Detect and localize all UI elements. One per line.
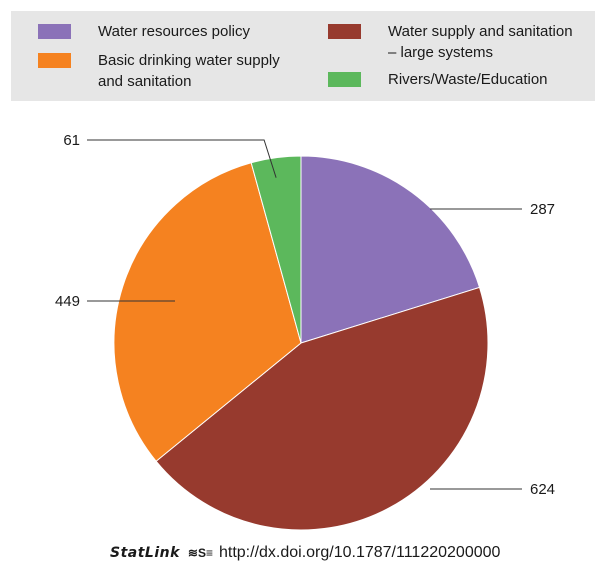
data-label-2: 624 <box>530 481 555 498</box>
legend-swatch <box>38 24 71 39</box>
data-label-3: 449 <box>55 293 80 310</box>
statlink-icon: ≋S≡ <box>187 546 213 560</box>
pie-slice-2 <box>155 286 489 531</box>
legend-label: Rivers/Waste/Education <box>388 71 548 88</box>
legend-swatch <box>328 72 361 87</box>
pie-slice-4 <box>250 155 302 344</box>
pie-slice-1 <box>300 155 481 344</box>
legend-label: Water supply and sanitation – large syst… <box>388 23 573 61</box>
pie-slice-3 <box>113 162 302 462</box>
legend-swatch <box>38 53 71 68</box>
data-label-4: 61 <box>63 132 80 149</box>
legend-label: Basic drinking water supply and sanitati… <box>98 52 280 90</box>
statlink-url[interactable]: http://dx.doi.org/10.1787/111220200000 <box>218 544 501 561</box>
data-label-1: 287 <box>530 201 555 218</box>
leader-line-4 <box>87 139 277 178</box>
statlink-logo: StatLink <box>110 545 180 561</box>
legend-label: Water resources policy <box>98 23 250 40</box>
legend: Water resources policy Basic drinking wa… <box>11 11 595 101</box>
legend-swatch <box>328 24 361 39</box>
statlink-footer: StatLink ≋S≡ http://dx.doi.org/10.1787/111… <box>110 544 500 562</box>
pie-chart: 287 624 449 61 <box>55 132 555 531</box>
